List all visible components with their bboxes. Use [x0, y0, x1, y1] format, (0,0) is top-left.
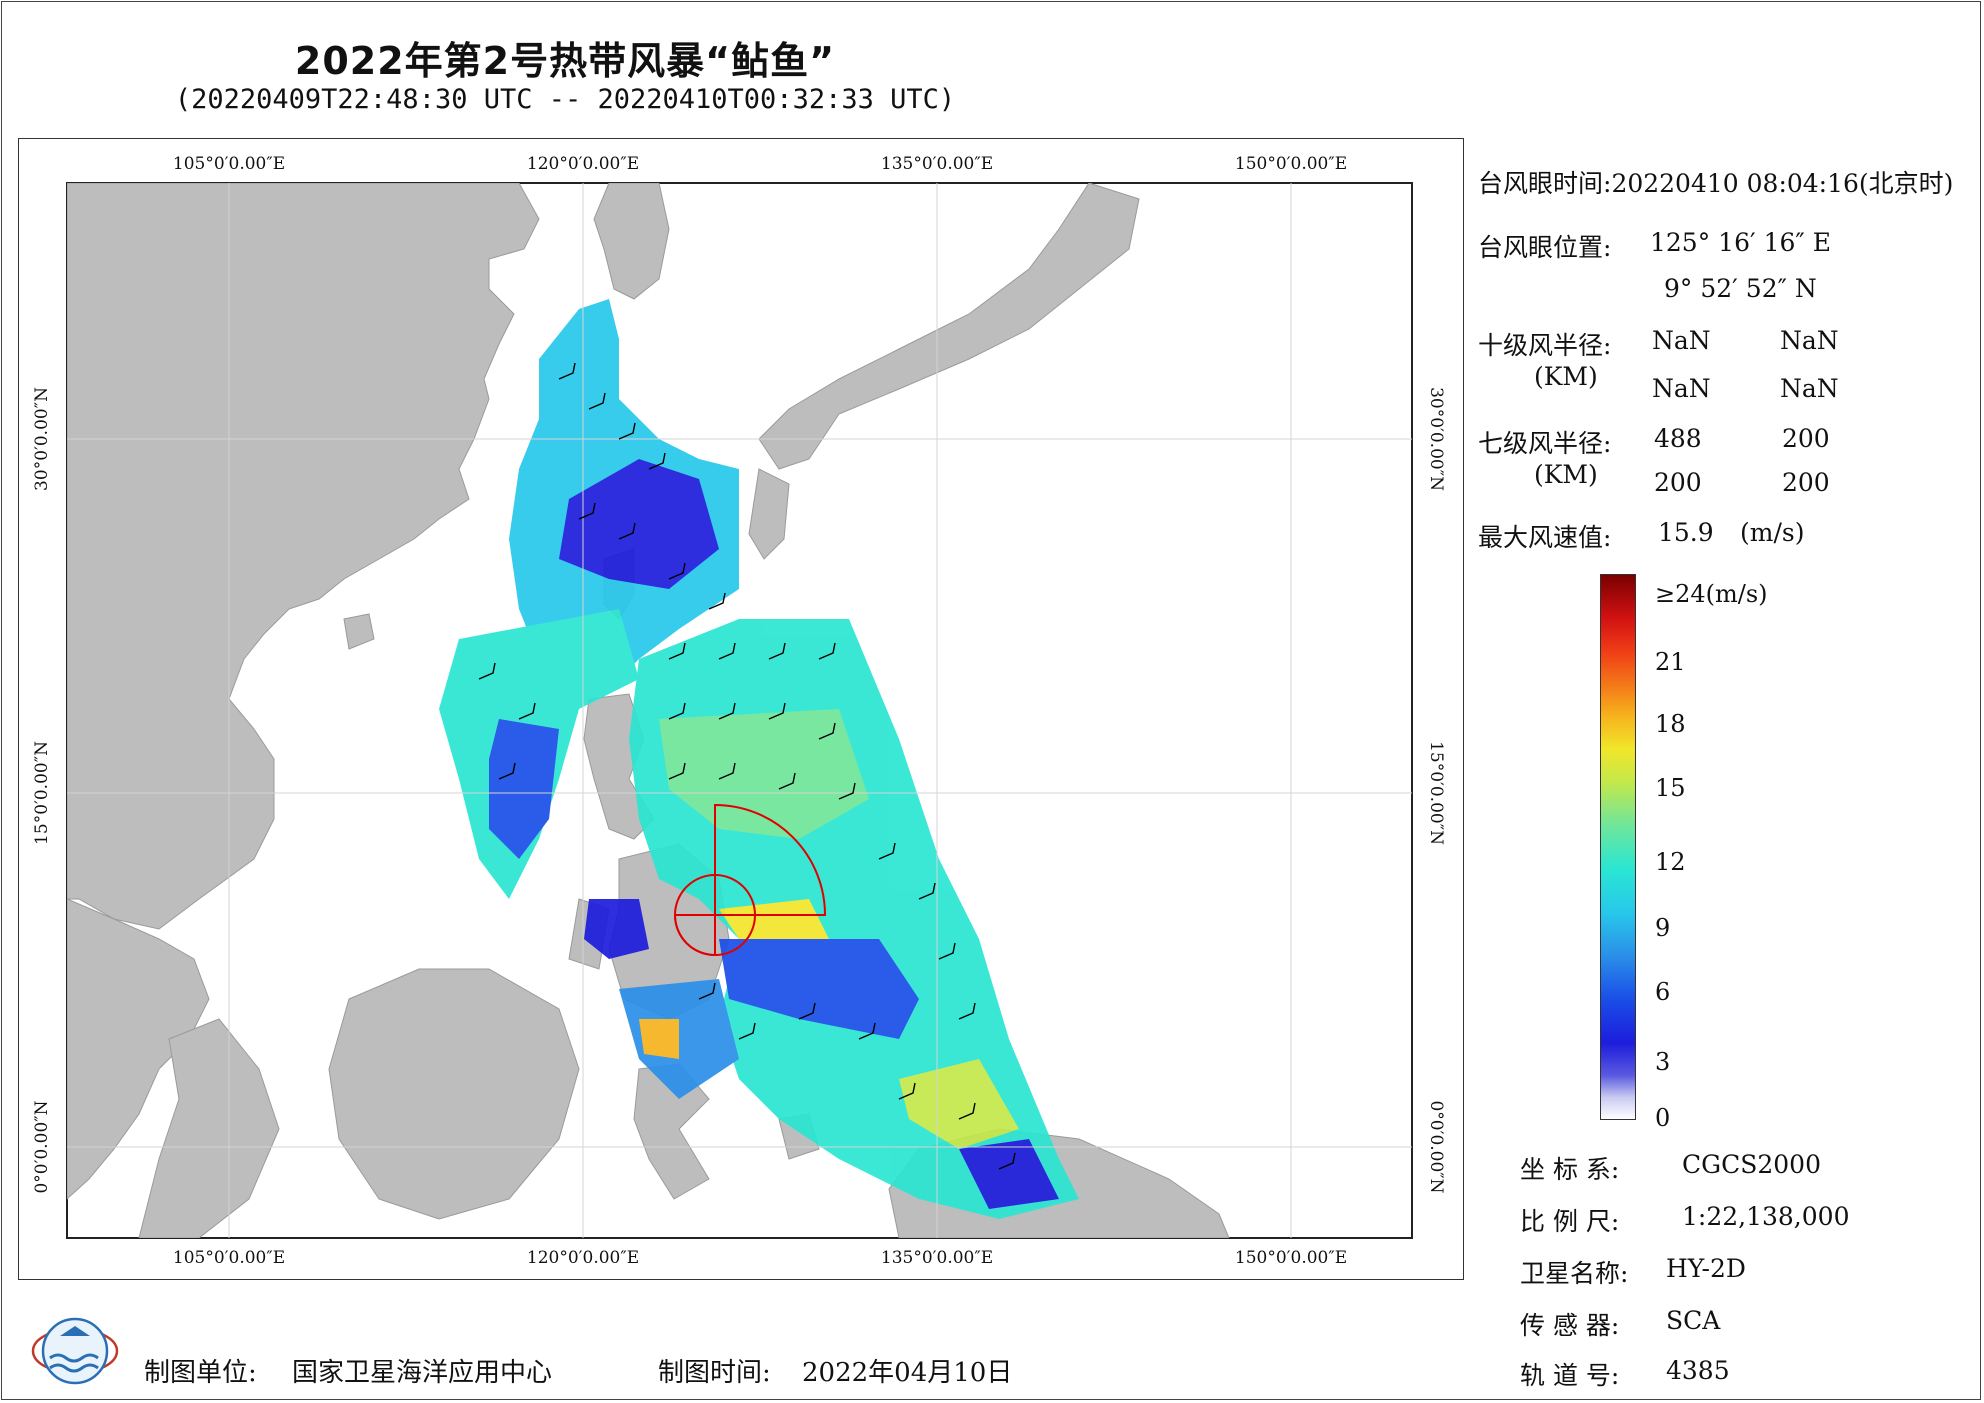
r7-label: 七级风半径:	[1478, 429, 1612, 458]
wind-field-map: 105°0′0.00″E 120°0′0.00″E 135°0′0.00″E 1…	[32, 154, 1446, 1268]
max-wind-label: 最大风速值:	[1478, 523, 1612, 552]
maker-value: 国家卫星海洋应用中心	[292, 1358, 553, 1388]
r10-nw: NaN	[1780, 374, 1839, 403]
lon-label: 120°0′0.00″E	[527, 1248, 639, 1268]
lat-labels-left: 30°0′0.00″N 15°0′0.00″N 0°0′0.00″N	[32, 387, 52, 1194]
eye-lon: 125° 16′ 16″ E	[1650, 228, 1831, 257]
eye-time-label: 台风眼时间:	[1478, 169, 1612, 198]
lat-label: 0°0′0.00″N	[1426, 1100, 1446, 1193]
colorbar-label: 12	[1655, 848, 1686, 876]
r7-se: 200	[1782, 424, 1830, 453]
eye-pos-label: 台风眼位置:	[1478, 233, 1612, 262]
lon-labels-bottom: 105°0′0.00″E 120°0′0.00″E 135°0′0.00″E 1…	[173, 1248, 1347, 1268]
colorbar-label: ≥24(m/s)	[1655, 580, 1768, 608]
eye-time-row: 台风眼时间:20220410 08:04:16(北京时)	[1478, 164, 1953, 200]
lat-label: 15°0′0.00″N	[1426, 741, 1446, 845]
colorbar-label: 3	[1655, 1048, 1671, 1076]
date-label: 制图时间:	[658, 1358, 771, 1388]
maker-label: 制图单位:	[144, 1358, 257, 1388]
scale-value: 1:22,138,000	[1682, 1202, 1850, 1231]
lon-label: 150°0′0.00″E	[1235, 154, 1347, 174]
lat-label: 0°0′0.00″N	[32, 1100, 52, 1193]
r10-ne: NaN	[1652, 326, 1711, 355]
coord-value: CGCS2000	[1682, 1150, 1821, 1179]
r7-unit: (KM)	[1534, 460, 1598, 489]
orbit-value: 4385	[1666, 1356, 1730, 1385]
sensor-value: SCA	[1666, 1306, 1721, 1335]
lon-label: 135°0′0.00″E	[881, 154, 993, 174]
lon-labels-top: 105°0′0.00″E 120°0′0.00″E 135°0′0.00″E 1…	[173, 154, 1347, 174]
colorbar-label: 18	[1655, 710, 1686, 738]
graticule	[67, 183, 1412, 1238]
map-title: 2022年第2号热带风暴“鲇鱼”	[294, 39, 836, 83]
sensor-label: 传 感 器:	[1520, 1311, 1620, 1340]
lat-labels-right: 30°0′0.00″N 15°0′0.00″N 0°0′0.00″N	[1426, 387, 1446, 1194]
r7-sw: 200	[1654, 468, 1702, 497]
map-panel: 105°0′0.00″E 120°0′0.00″E 135°0′0.00″E 1…	[18, 138, 1464, 1280]
eye-lat: 9° 52′ 52″ N	[1664, 274, 1817, 303]
lat-label: 30°0′0.00″N	[32, 387, 52, 491]
map-subtitle: (20220409T22:48:30 UTC -- 20220410T00:32…	[174, 84, 956, 115]
lon-label: 135°0′0.00″E	[881, 1248, 993, 1268]
r7-ne: 488	[1654, 424, 1702, 453]
lon-label: 120°0′0.00″E	[527, 154, 639, 174]
colorbar-label: 21	[1655, 648, 1686, 676]
r10-se: NaN	[1780, 326, 1839, 355]
lon-label: 150°0′0.00″E	[1235, 1248, 1347, 1268]
lat-label: 15°0′0.00″N	[32, 741, 52, 845]
max-wind-value: 15.9	[1658, 518, 1714, 547]
colorbar-label: 15	[1655, 774, 1686, 802]
satellite-value: HY-2D	[1666, 1254, 1746, 1283]
wind-speed-colorbar	[1600, 574, 1636, 1120]
colorbar-label: 0	[1655, 1104, 1671, 1132]
r10-unit: (KM)	[1534, 362, 1598, 391]
colorbar-label: 6	[1655, 978, 1671, 1006]
satellite-label: 卫星名称:	[1520, 1259, 1629, 1288]
lat-label: 30°0′0.00″N	[1426, 387, 1446, 491]
wind-barbs	[478, 362, 1016, 1170]
r7-nw: 200	[1782, 468, 1830, 497]
eye-time-value: 20220410 08:04:16(北京时)	[1611, 169, 1954, 198]
lon-label: 105°0′0.00″E	[173, 154, 285, 174]
wind-swath	[439, 299, 1079, 1219]
coord-label: 坐 标 系:	[1520, 1155, 1620, 1184]
scale-label: 比 例 尺:	[1520, 1207, 1620, 1236]
date-value: 2022年04月10日	[802, 1358, 1013, 1388]
r10-sw: NaN	[1652, 374, 1711, 403]
orbit-label: 轨 道 号:	[1520, 1361, 1620, 1390]
lon-label: 105°0′0.00″E	[173, 1248, 285, 1268]
typhoon-eye-marker	[674, 803, 827, 956]
nsoas-logo-icon	[31, 1317, 119, 1385]
max-wind-unit: (m/s)	[1740, 518, 1805, 547]
r10-label: 十级风半径:	[1478, 331, 1612, 360]
colorbar-label: 9	[1655, 914, 1671, 942]
